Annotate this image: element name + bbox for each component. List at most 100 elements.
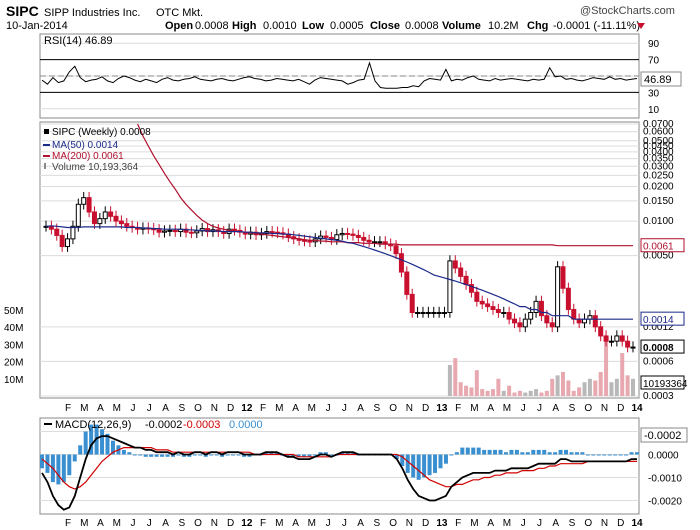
macd-histogram-bar	[181, 454, 186, 457]
x-axis-month-label: D	[227, 403, 234, 414]
x-axis-month-label: A	[357, 403, 364, 414]
volume-bar	[614, 378, 619, 396]
volume-bar	[507, 385, 512, 396]
volume-bar	[474, 370, 479, 396]
candle-body	[447, 260, 453, 313]
rsi-panel: RSI(14) 46.89 1030507090 46.89	[39, 33, 682, 119]
macd-histogram-bar	[78, 445, 83, 455]
x-axis-month-label: A	[487, 403, 494, 414]
x-axis-month-label: M	[80, 403, 88, 414]
x-axis-month-label: A	[292, 403, 299, 414]
ma50-line	[45, 225, 633, 320]
macd-histogram-bar	[340, 452, 345, 455]
candle-body	[420, 311, 426, 314]
x-axis-year-label: 14	[631, 518, 643, 529]
candle-body	[355, 234, 361, 238]
macd-histogram-bar	[465, 447, 470, 455]
macd-histogram-bar	[241, 454, 246, 457]
macd-histogram-bar	[329, 454, 334, 456]
candle-body	[549, 322, 555, 328]
volume-bar	[480, 389, 485, 396]
macd-hist-value: 0.0000	[229, 419, 263, 431]
header-company: SIPP Industries Inc.	[44, 7, 140, 19]
macd-histogram-bar	[89, 424, 94, 455]
candle-body	[118, 220, 124, 225]
macd-histogram-bar	[176, 454, 181, 456]
header-close-value: 0.0008	[405, 20, 439, 32]
x-axis-month-label: M	[275, 403, 283, 414]
macd-histogram-bar	[569, 452, 574, 455]
x-axis-year-label: 12	[241, 518, 253, 529]
macd-histogram-bar	[591, 454, 596, 456]
candle-body	[269, 231, 275, 234]
x-axis-month-label: S	[569, 403, 576, 414]
x-axis-month-label: M	[113, 518, 121, 529]
candle-body	[124, 223, 130, 227]
macd-histogram-bar	[400, 454, 405, 466]
x-axis-month-label: F	[260, 518, 266, 529]
x-axis-month-label: F	[455, 403, 461, 414]
macd-histogram-bar	[291, 454, 296, 457]
header-low-value: 0.0005	[330, 20, 364, 32]
macd-histogram-bar	[427, 454, 432, 476]
candle-body	[463, 275, 469, 286]
macd-histogram-bar	[225, 454, 230, 456]
x-axis-month-label: A	[162, 518, 169, 529]
candle-body	[108, 211, 114, 217]
price-tick-label: 0.0200	[643, 181, 674, 192]
candle-body	[43, 225, 49, 228]
macd-histogram-bar	[564, 449, 569, 455]
x-axis-month-label: F	[65, 403, 71, 414]
candle-body	[458, 267, 464, 277]
candle-body	[156, 229, 162, 233]
volume-bar	[555, 375, 560, 396]
macd-histogram-bar	[574, 452, 579, 455]
x-axis-month-label: M	[308, 403, 316, 414]
candle-body	[468, 284, 474, 293]
candle-body	[495, 308, 501, 313]
x-axis-month-label: N	[601, 518, 608, 529]
macd-histogram-bar	[580, 452, 585, 455]
candle-body	[65, 238, 71, 248]
macd-histogram-bar	[487, 449, 492, 455]
macd-histogram-bar	[629, 452, 634, 455]
macd-histogram-bar	[40, 454, 44, 469]
macd-histogram-bar	[585, 454, 590, 456]
macd-histogram-bar	[503, 452, 508, 455]
macd-histogram-bar	[498, 449, 503, 455]
macd-histogram-bar	[236, 454, 241, 456]
volume-bar	[571, 390, 576, 396]
x-axis-month-label: J	[521, 518, 526, 529]
macd-histogram-bar	[203, 454, 208, 457]
volume-bar	[582, 382, 587, 396]
candle-body	[614, 335, 620, 342]
macd-signal-value: -0.0003	[183, 419, 220, 431]
volume-bar	[501, 390, 506, 396]
x-axis-month-label: M	[275, 518, 283, 529]
rsi-tick-label: 30	[648, 88, 660, 99]
volume-bar	[631, 378, 635, 396]
macd-histogram-bar	[536, 449, 541, 455]
volume-bar	[469, 387, 474, 396]
candle-body	[194, 230, 200, 234]
candle-body	[75, 203, 81, 227]
candle-body	[598, 326, 604, 337]
candle-body	[393, 245, 399, 255]
macd-histogram-bar	[220, 454, 225, 457]
x-axis-month-label: S	[178, 403, 185, 414]
candle-body	[474, 291, 480, 302]
x-axis-month-label: M	[503, 518, 511, 529]
candle-body	[183, 228, 189, 233]
x-axis-year-label: 12	[241, 403, 253, 414]
candle-body	[102, 211, 108, 220]
volume-bar	[609, 382, 614, 396]
candle-body	[436, 311, 442, 314]
macd-histogram-bar	[110, 440, 115, 455]
volume-bar	[528, 390, 533, 396]
candle-body	[81, 197, 87, 205]
price-tick-label: 0.0300	[643, 161, 674, 172]
candle-body	[113, 215, 119, 222]
candle-body	[431, 311, 437, 314]
macd-histogram-bar	[307, 454, 312, 457]
candle-body	[323, 235, 329, 238]
